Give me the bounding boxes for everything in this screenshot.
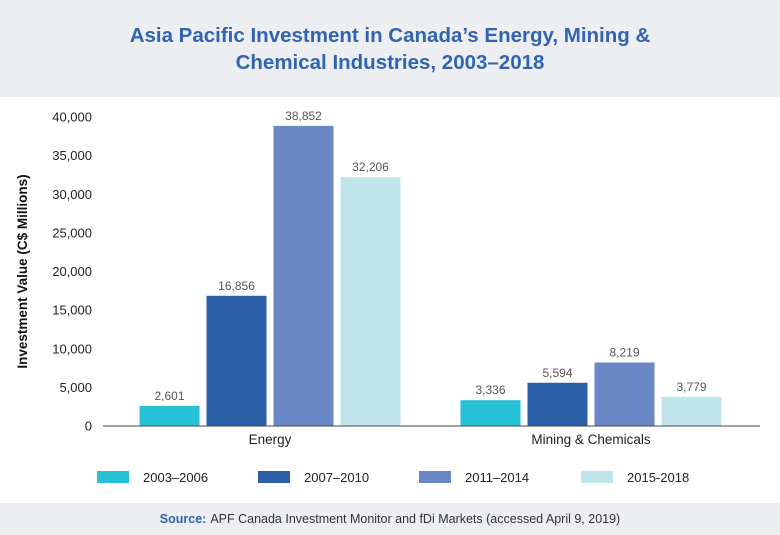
- chart-title-line-2: Chemical Industries, 2003–2018: [235, 50, 545, 74]
- y-tick-label: 20,000: [52, 264, 92, 279]
- bar: [661, 396, 722, 426]
- x-category-label: Mining & Chemicals: [531, 432, 651, 447]
- bar: [206, 295, 267, 426]
- legend-label: 2011–2014: [465, 470, 529, 485]
- y-tick-label: 10,000: [52, 341, 92, 356]
- bar: [340, 177, 401, 426]
- source-text: APF Canada Investment Monitor and fDi Ma…: [210, 512, 621, 526]
- legend-swatch: [97, 471, 129, 483]
- y-tick-label: 0: [85, 419, 92, 434]
- y-tick-label: 30,000: [52, 187, 92, 202]
- bar: [139, 405, 200, 426]
- y-tick-label: 40,000: [52, 110, 92, 125]
- source-label: Source:: [159, 512, 207, 526]
- data-label: 5,594: [542, 366, 572, 380]
- data-label: 8,219: [609, 346, 639, 360]
- bar: [594, 362, 655, 426]
- data-label: 3,779: [676, 380, 706, 394]
- source-footer: Source: APF Canada Investment Monitor an…: [0, 503, 780, 535]
- legend-label: 2003–2006: [143, 470, 208, 485]
- legend-swatch: [419, 471, 451, 483]
- legend-swatch: [258, 471, 290, 483]
- bar: [273, 125, 334, 427]
- chart-title-line-1: Asia Pacific Investment in Canada’s Ener…: [129, 23, 651, 47]
- chart-header: Asia Pacific Investment in Canada’s Ener…: [0, 0, 780, 97]
- y-tick-label: 15,000: [52, 303, 92, 318]
- data-label: 3,336: [475, 383, 505, 397]
- legend-label: 2007–2010: [304, 470, 369, 485]
- y-tick-label: 35,000: [52, 148, 92, 163]
- y-tick-label: 5,000: [59, 380, 92, 395]
- bar: [527, 382, 588, 426]
- x-category-label: Energy: [249, 432, 292, 447]
- data-label: 38,852: [285, 109, 322, 123]
- y-axis-title: Investment Value (C$ Millions): [15, 174, 30, 368]
- y-tick-label: 25,000: [52, 225, 92, 240]
- legend-label: 2015-2018: [627, 470, 689, 485]
- legend-swatch: [581, 471, 613, 483]
- bar: [460, 400, 521, 426]
- bar-chart: 0 5,000 10,000 15,000 20,000 25,000 30,000 35,0…: [15, 109, 760, 485]
- data-label: 2,601: [154, 389, 184, 403]
- data-label: 32,206: [352, 160, 389, 174]
- data-label: 16,856: [218, 279, 255, 293]
